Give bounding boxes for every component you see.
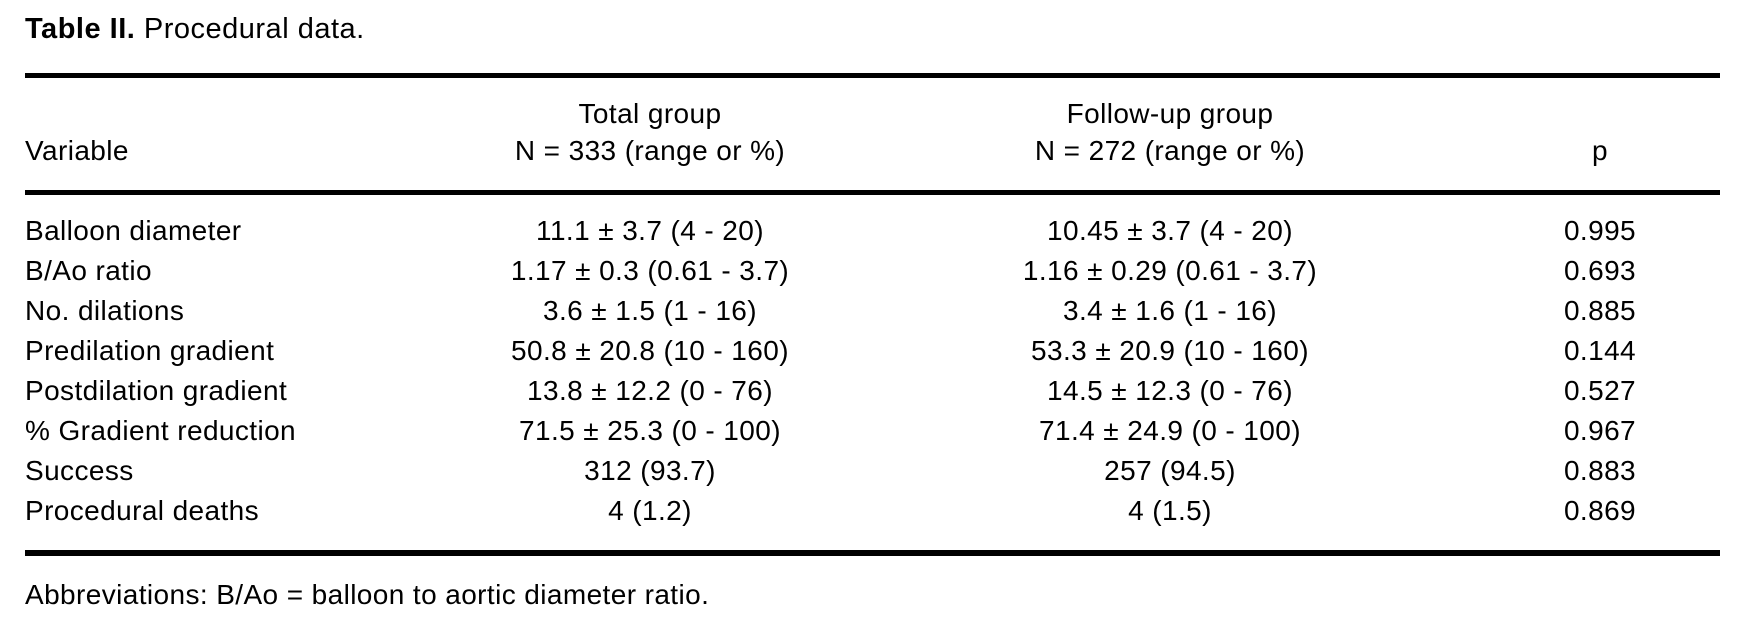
column-header-total-group: Total group N = 333 (range or %) (440, 95, 860, 169)
table-row: Postdilation gradient 13.8 ± 12.2 (0 - 7… (25, 371, 1720, 411)
cell-total: 312 (93.7) (584, 455, 716, 486)
cell-followup: 1.16 ± 0.29 (0.61 - 3.7) (1022, 255, 1318, 286)
cell-total: 1.17 ± 0.3 (0.61 - 3.7) (510, 255, 790, 286)
cell-total: 71.5 ± 25.3 (0 - 100) (519, 415, 781, 446)
table-caption: Procedural data. (143, 13, 365, 45)
cell-followup: 71.4 ± 24.9 (0 - 100) (1039, 415, 1301, 446)
table-footnote: Abbreviations: B/Ao = balloon to aortic … (25, 579, 710, 610)
cell-followup: 53.3 ± 20.9 (10 - 160) (1031, 335, 1309, 366)
cell-p: 0.693 (1563, 255, 1637, 286)
cell-followup: 14.5 ± 12.3 (0 - 76) (1047, 375, 1293, 406)
cell-variable: Procedural deaths (25, 495, 260, 526)
table-number: Table II. (25, 13, 136, 45)
table-row: No. dilations 3.6 ± 1.5 (1 - 16) 3.4 ± 1… (25, 291, 1720, 331)
table-row: B/Ao ratio 1.17 ± 0.3 (0.61 - 3.7) 1.16 … (25, 251, 1720, 291)
cell-variable: Postdilation gradient (25, 375, 288, 406)
cell-variable: B/Ao ratio (25, 255, 152, 286)
cell-p: 0.527 (1563, 375, 1637, 406)
cell-followup: 4 (1.5) (1128, 495, 1212, 526)
followup-group-line1: Follow-up group (1066, 98, 1274, 129)
cell-p: 0.144 (1563, 335, 1637, 366)
table-row: % Gradient reduction 71.5 ± 25.3 (0 - 10… (25, 411, 1720, 451)
total-group-line2: N = 333 (range or %) (514, 135, 786, 166)
table-row: Predilation gradient 50.8 ± 20.8 (10 - 1… (25, 331, 1720, 371)
table-container: Table II. Procedural data. Variable Tota… (25, 0, 1720, 612)
cell-variable: No. dilations (25, 295, 185, 326)
total-group-line1: Total group (578, 98, 722, 129)
column-header-followup-group: Follow-up group N = 272 (range or %) (860, 95, 1480, 169)
table-row: Procedural deaths 4 (1.2) 4 (1.5) 0.869 (25, 491, 1720, 531)
cell-followup: 3.4 ± 1.6 (1 - 16) (1062, 295, 1277, 326)
column-header-p: p (1592, 135, 1608, 166)
cell-total: 11.1 ± 3.7 (4 - 20) (536, 215, 764, 246)
column-header-variable: Variable (25, 135, 129, 166)
cell-p: 0.885 (1563, 295, 1637, 326)
cell-p: 0.869 (1563, 495, 1637, 526)
cell-total: 50.8 ± 20.8 (10 - 160) (511, 335, 789, 366)
table-header-row: Variable Total group N = 333 (range or %… (25, 78, 1720, 190)
cell-variable: % Gradient reduction (25, 415, 297, 446)
followup-group-line2: N = 272 (range or %) (1034, 135, 1306, 166)
horizontal-rule-bottom (25, 550, 1720, 556)
cell-followup: 257 (94.5) (1104, 455, 1236, 486)
cell-variable: Success (25, 455, 134, 486)
table-title: Table II. Procedural data. (25, 0, 1720, 46)
cell-followup: 10.45 ± 3.7 (4 - 20) (1047, 215, 1293, 246)
cell-variable: Predilation gradient (25, 335, 275, 366)
table-body: Balloon diameter 11.1 ± 3.7 (4 - 20) 10.… (25, 195, 1720, 550)
cell-total: 4 (1.2) (608, 495, 692, 526)
table-row: Balloon diameter 11.1 ± 3.7 (4 - 20) 10.… (25, 211, 1720, 251)
cell-total: 3.6 ± 1.5 (1 - 16) (542, 295, 757, 326)
cell-total: 13.8 ± 12.2 (0 - 76) (527, 375, 773, 406)
table-row: Success 312 (93.7) 257 (94.5) 0.883 (25, 451, 1720, 491)
horizontal-rule-header (25, 190, 1720, 195)
cell-p: 0.883 (1563, 455, 1637, 486)
cell-p: 0.995 (1563, 215, 1637, 246)
cell-variable: Balloon diameter (25, 215, 242, 246)
horizontal-rule-top (25, 73, 1720, 78)
cell-p: 0.967 (1563, 415, 1637, 446)
